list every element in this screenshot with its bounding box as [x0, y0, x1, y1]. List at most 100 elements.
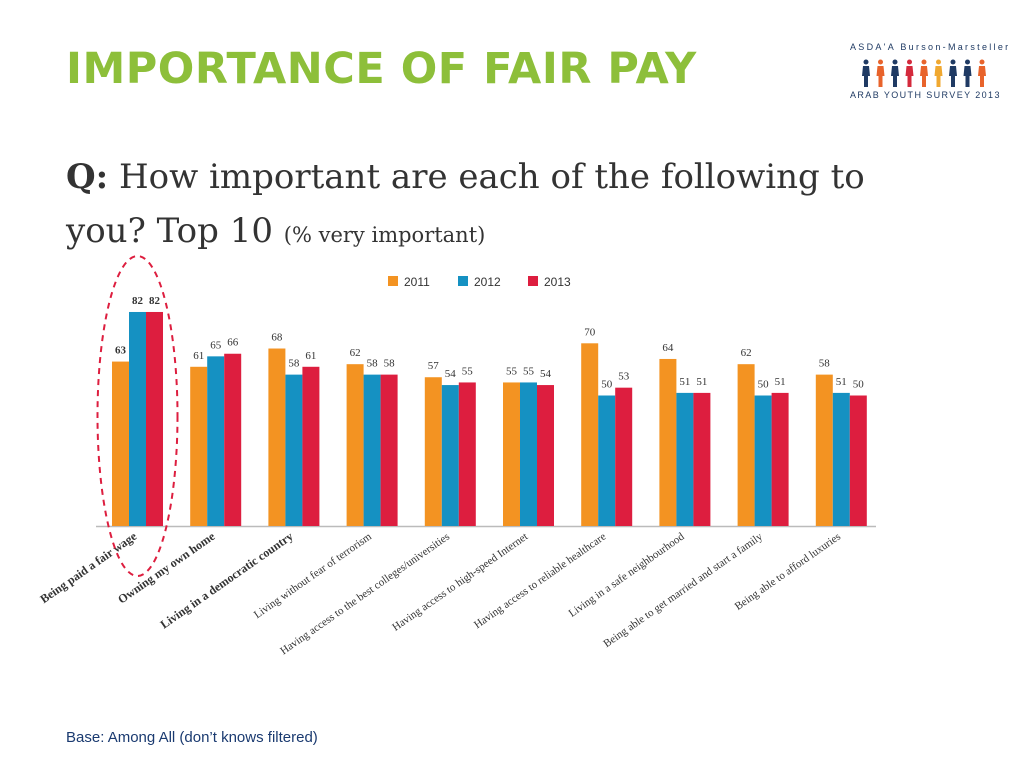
logo-figure-body: [876, 66, 885, 87]
bar-2013-1: [146, 311, 163, 526]
data-label-2012-3: 58: [288, 358, 300, 370]
logo-figure-body: [862, 66, 870, 87]
data-label-2012-6: 55: [523, 365, 535, 377]
category-label-6: Having access to high-speed Internet: [390, 531, 530, 634]
bar-2012-9: [754, 395, 772, 526]
data-label-2012-10: 51: [836, 376, 847, 388]
bar-2011-1: [112, 361, 129, 526]
logo-survey-name: ARAB YOUTH SURVEY 2013: [850, 90, 1001, 100]
bar-2011-6: [503, 382, 520, 526]
logo-figure-head: [878, 59, 883, 65]
question-text: Q: How important are each of the followi…: [66, 150, 866, 262]
bar-2013-6: [537, 385, 554, 526]
data-label-2013-3: 61: [305, 350, 316, 362]
logo-figure-body: [949, 66, 957, 87]
data-label-2013-10: 50: [853, 379, 865, 391]
bar-2011-7: [581, 343, 599, 526]
data-label-2013-1: 82: [149, 295, 161, 307]
logo-figure-head: [936, 59, 941, 65]
data-label-2013-6: 54: [540, 368, 552, 380]
data-label-2012-5: 54: [445, 368, 457, 380]
bar-2013-9: [771, 392, 789, 526]
logo-figure-body: [891, 66, 899, 87]
legend-label-2011: 2011: [404, 275, 430, 289]
bar-2012-10: [832, 392, 850, 526]
bar-2012-7: [598, 395, 616, 526]
data-label-2011-7: 70: [584, 326, 596, 338]
brand-logo: ASDA'A Burson-Marsteller ARAB YOUTH SURV…: [850, 42, 1011, 106]
logo-company-name: ASDA'A Burson-Marsteller: [850, 42, 1011, 52]
data-label-2011-4: 62: [350, 347, 361, 359]
slide-title: IMPORTANCE OF FAIR PAY: [66, 44, 697, 94]
data-label-2012-1: 82: [132, 295, 144, 307]
bar-2011-5: [424, 377, 442, 526]
highlight-ellipse: [96, 255, 179, 577]
data-label-2013-8: 51: [696, 376, 707, 388]
category-label-9: Being able to get married and start a fa…: [601, 530, 765, 650]
data-label-2013-2: 66: [227, 337, 239, 349]
bar-2012-3: [285, 374, 303, 526]
data-label-2011-9: 62: [741, 347, 752, 359]
logo-figure-head: [863, 59, 869, 65]
legend-swatch-2011: [388, 276, 398, 286]
bar-2013-3: [302, 366, 320, 526]
data-label-2011-6: 55: [506, 365, 518, 377]
question-note: (% very important): [283, 223, 486, 247]
data-label-2011-1: 63: [115, 345, 127, 357]
bar-2011-3: [268, 348, 286, 526]
data-label-2013-7: 53: [618, 371, 630, 383]
bar-2012-4: [363, 374, 381, 526]
data-label-2011-5: 57: [428, 360, 440, 372]
bar-2013-4: [380, 374, 398, 526]
category-label-5: Having access to the best colleges/unive…: [278, 531, 452, 658]
data-label-2012-7: 50: [601, 379, 613, 391]
legend-label-2012: 2012: [474, 275, 501, 289]
bar-2012-5: [441, 385, 459, 526]
bar-2011-8: [659, 358, 677, 526]
logo-figures-icon: [862, 59, 986, 87]
logo-figure-head: [950, 59, 956, 65]
legend-swatch-2013: [528, 276, 538, 286]
data-label-2012-8: 51: [679, 376, 690, 388]
data-label-2012-9: 50: [758, 379, 770, 391]
data-label-2011-8: 64: [662, 342, 674, 354]
logo-figure-head: [921, 59, 927, 65]
bar-2013-8: [693, 392, 711, 526]
data-label-2013-4: 58: [384, 358, 396, 370]
logo-figure-head: [979, 59, 985, 65]
bar-2012-6: [520, 382, 537, 526]
bar-2012-8: [676, 392, 694, 526]
bar-2013-5: [458, 382, 476, 526]
logo-figure-body: [978, 66, 986, 87]
data-label-2013-5: 55: [462, 365, 474, 377]
question-prefix: Q:: [66, 157, 109, 197]
data-label-2012-4: 58: [367, 358, 379, 370]
logo-figure-body: [920, 66, 928, 87]
bar-2012-2: [207, 356, 225, 526]
category-label-7: Having access to reliable healthcare: [472, 531, 609, 632]
data-label-2011-10: 58: [819, 358, 831, 370]
data-label-2011-2: 61: [193, 350, 204, 362]
logo-figure-body: [963, 66, 972, 87]
logo-figure-head: [965, 59, 970, 65]
bar-2013-2: [224, 353, 242, 526]
logo-figure-body: [934, 66, 943, 87]
logo-figure-head: [892, 59, 898, 65]
category-label-3: Living in a democratic country: [158, 529, 296, 631]
legend-swatch-2012: [458, 276, 468, 286]
data-label-2011-3: 68: [271, 332, 283, 344]
data-label-2013-9: 51: [775, 376, 786, 388]
bar-2011-10: [815, 374, 833, 526]
bar-2013-10: [849, 395, 867, 526]
bar-2011-4: [346, 364, 364, 526]
bar-2012-1: [129, 311, 146, 526]
logo-figure-head: [907, 59, 912, 65]
bar-2011-9: [737, 364, 755, 526]
question-body: How important are each of the following …: [66, 157, 865, 251]
base-note: Base: Among All (don’t knows filtered): [66, 729, 318, 746]
logo-figure-body: [905, 66, 914, 87]
bar-2013-7: [615, 387, 633, 526]
data-label-2012-2: 65: [210, 339, 222, 351]
bar-2011-2: [190, 366, 208, 526]
